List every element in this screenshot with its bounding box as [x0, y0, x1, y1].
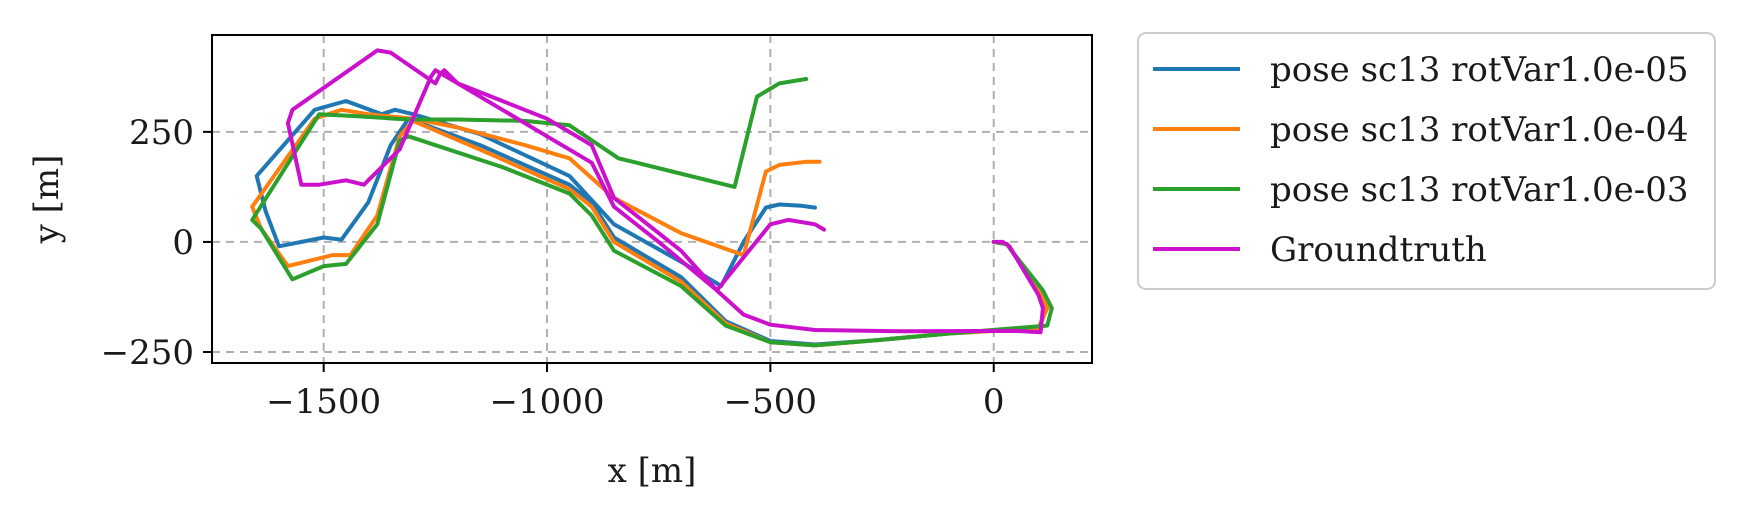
plot-frame	[211, 34, 1093, 364]
ticks: −1500 −1000 −500 0 −250 0 250	[101, 113, 1005, 422]
x-tick-label: 0	[983, 382, 1005, 422]
x-tick-label: −1000	[490, 382, 605, 422]
legend-label-1: pose sc13 rotVar1.0e-05	[1270, 50, 1688, 90]
y-tick-label: −250	[101, 333, 194, 373]
legend-box	[1137, 32, 1716, 290]
x-tick-label: −1500	[266, 382, 381, 422]
series-line-3	[250, 77, 1054, 348]
legend-label-2: pose sc13 rotVar1.0e-04	[1270, 110, 1688, 150]
y-axis-label: y [m]	[27, 155, 67, 245]
y-tick-label: 250	[129, 113, 194, 153]
series-line-4	[285, 48, 1045, 335]
legend: pose sc13 rotVar1.0e-05 pose sc13 rotVar1…	[1137, 32, 1716, 290]
legend-label-3: pose sc13 rotVar1.0e-03	[1270, 170, 1688, 210]
series-group	[250, 48, 1054, 348]
y-tick-label: 0	[172, 223, 194, 263]
legend-label-4: Groundtruth	[1270, 230, 1487, 270]
legend-items: pose sc13 rotVar1.0e-05 pose sc13 rotVar1…	[1153, 50, 1688, 270]
x-tick-label: −500	[724, 382, 817, 422]
x-axis-label: x [m]	[608, 451, 697, 491]
